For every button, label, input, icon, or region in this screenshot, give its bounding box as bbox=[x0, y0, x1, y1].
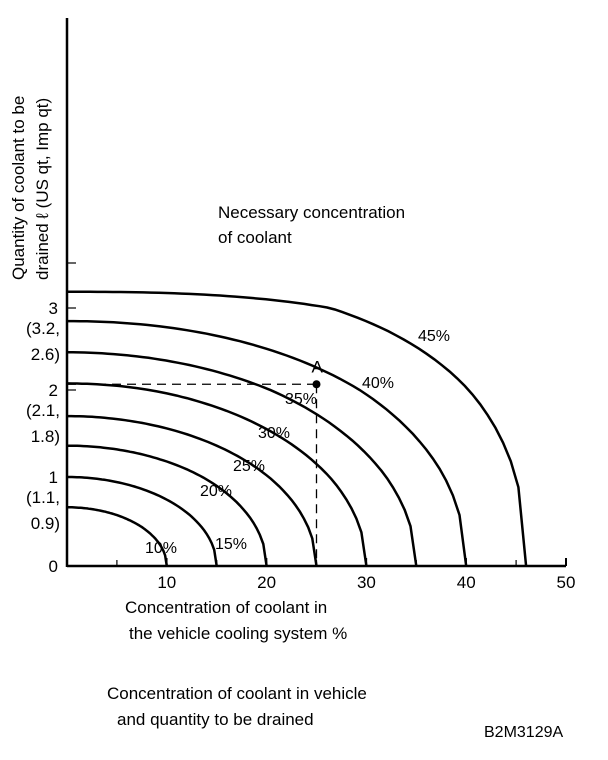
curve-35-percent bbox=[67, 351, 418, 567]
chart-title: Necessary concentration of coolant bbox=[218, 203, 405, 247]
y-tick-alt-label: (2.1, bbox=[26, 401, 60, 420]
y-tick-label: 3 bbox=[49, 299, 58, 318]
y-axis-label: Quantity of coolant to be drained ℓ (US … bbox=[9, 96, 52, 280]
y-axis-label-line2: drained ℓ (US qt, Imp qt) bbox=[33, 98, 52, 280]
y-tick-label: 1 bbox=[49, 468, 58, 487]
curve-45-percent bbox=[67, 290, 528, 567]
y-tick-alt-label: 1.8) bbox=[31, 427, 60, 446]
caption-line2: and quantity to be drained bbox=[117, 710, 314, 729]
curves bbox=[66, 290, 528, 567]
curve-label: 20% bbox=[200, 483, 232, 500]
caption: Concentration of coolant in vehicle and … bbox=[107, 684, 367, 729]
y-axis-label-line1: Quantity of coolant to be bbox=[9, 96, 28, 280]
y-tick-alt-label: 0.9) bbox=[31, 514, 60, 533]
curve-label: 15% bbox=[215, 536, 247, 553]
curve-20-percent bbox=[67, 444, 268, 567]
y-tick-label: 0 bbox=[49, 557, 58, 576]
title-line1: Necessary concentration bbox=[218, 203, 405, 222]
curve-label: 45% bbox=[418, 328, 450, 345]
point-a-label: A bbox=[312, 357, 324, 376]
caption-line1: Concentration of coolant in vehicle bbox=[107, 684, 367, 703]
curve-40-percent bbox=[67, 319, 468, 567]
curve-label: 25% bbox=[233, 458, 265, 475]
curve-label: 35% bbox=[285, 391, 317, 408]
x-tick-label: 20 bbox=[257, 573, 276, 592]
x-axis-label-line1: Concentration of coolant in bbox=[125, 598, 327, 617]
axes: 10 20 30 40 50 0 1(1.1, 0.9) 2(2.1, 1.8) 3(3.2, 2.6… bbox=[26, 18, 575, 592]
x-axis-label: Concentration of coolant in the vehicle … bbox=[125, 598, 347, 643]
x-tick-label: 50 bbox=[557, 573, 576, 592]
point-a-marker bbox=[312, 380, 321, 389]
curve-label: 30% bbox=[258, 425, 290, 442]
x-tick-label: 10 bbox=[157, 573, 176, 592]
curve-10-percent bbox=[67, 506, 169, 567]
curve-label: 40% bbox=[362, 375, 394, 392]
curve-labels: 10% 15% 20%25% 30% 35% 40% 45% bbox=[145, 328, 450, 557]
x-axis-label-line2: the vehicle cooling system % bbox=[129, 624, 347, 643]
curve-label: 10% bbox=[145, 540, 177, 557]
y-tick-label: 2 bbox=[49, 381, 58, 400]
curve-15-percent bbox=[67, 475, 218, 567]
annotation-a: A bbox=[67, 357, 324, 566]
title-line2: of coolant bbox=[218, 228, 292, 247]
y-tick-alt-label: (3.2, bbox=[26, 319, 60, 338]
y-tick-alt-label: 2.6) bbox=[31, 345, 60, 364]
figure-code: B2M3129A bbox=[484, 724, 563, 741]
x-tick-label: 30 bbox=[357, 573, 376, 592]
x-tick-label: 40 bbox=[457, 573, 476, 592]
y-tick-alt-label: (1.1, bbox=[26, 488, 60, 507]
curve-25-percent bbox=[67, 414, 318, 567]
